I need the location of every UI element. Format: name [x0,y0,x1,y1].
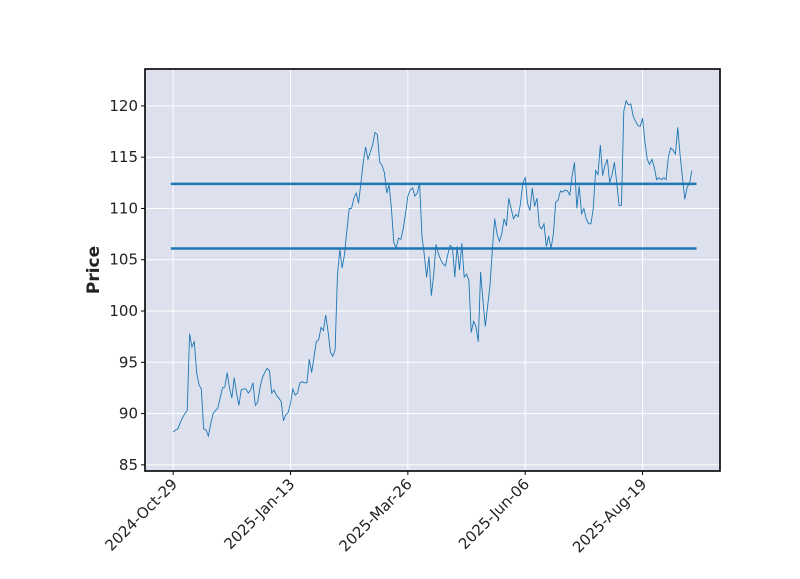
x-tick-label: 2025-Mar-26 [335,475,415,555]
y-tick-label: 110 [109,199,138,217]
grid [145,69,720,471]
y-tick-label: 90 [119,405,138,423]
y-axis-label: Price [84,246,104,294]
plot-area [145,69,720,471]
x-tick-label: 2025-Aug-19 [569,475,650,556]
plot-frame [144,68,721,472]
y-tick-label: 100 [109,302,138,320]
price-line [172,99,693,438]
x-tick-label: 2024-Oct-29 [101,475,181,555]
x-tick-label: 2025-Jun-06 [455,475,533,553]
y-tick-label: 95 [119,353,138,371]
y-tick-label: 85 [119,456,138,474]
x-tick-label: 2025-Jan-13 [221,475,299,553]
y-tick-label: 115 [109,148,138,166]
y-tick-label: 105 [109,251,138,269]
marks [170,99,697,438]
y-tick-label: 120 [109,97,138,115]
